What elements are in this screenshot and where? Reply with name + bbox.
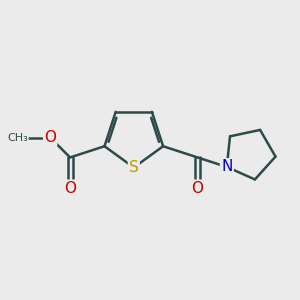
Text: N: N xyxy=(221,159,232,174)
Text: O: O xyxy=(191,181,203,196)
Text: S: S xyxy=(129,160,139,175)
Text: CH₃: CH₃ xyxy=(7,133,28,142)
Text: N: N xyxy=(221,159,232,174)
Text: O: O xyxy=(44,130,56,145)
Text: O: O xyxy=(64,181,76,196)
